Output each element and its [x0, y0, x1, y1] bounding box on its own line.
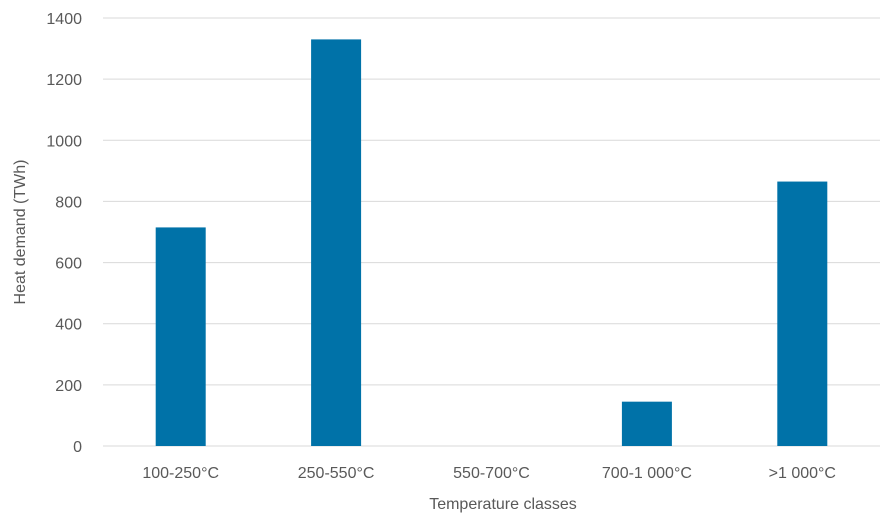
y-axis-ticks: 0 200 400 600 800 1000 1200 1400 [46, 11, 82, 456]
x-tick-label: >1 000°C [769, 465, 836, 482]
bars [155, 39, 828, 447]
y-axis-title: Heat demand (TWh) [12, 160, 29, 305]
y-tick-label: 400 [55, 317, 82, 334]
gridlines [103, 17, 880, 447]
x-axis-ticks: 100-250°C 250-550°C 550-700°C 700-1 000°C >1… [142, 465, 836, 482]
y-tick-label: 200 [55, 378, 82, 395]
x-tick-label: 250-550°C [298, 465, 375, 482]
x-tick-label: 700-1 000°C [602, 465, 692, 482]
y-tick-label: 1200 [46, 72, 82, 89]
y-tick-label: 1400 [46, 11, 82, 28]
y-tick-label: 800 [55, 194, 82, 211]
y-tick-label: 0 [73, 439, 82, 456]
y-tick-label: 600 [55, 256, 82, 273]
bar [777, 181, 828, 447]
x-axis-title: Temperature classes [429, 496, 577, 513]
x-tick-label: 100-250°C [142, 465, 219, 482]
bar [621, 401, 672, 446]
bar [155, 227, 206, 446]
y-tick-label: 1000 [46, 133, 82, 150]
x-tick-label: 550-700°C [453, 465, 530, 482]
bar [311, 39, 362, 447]
